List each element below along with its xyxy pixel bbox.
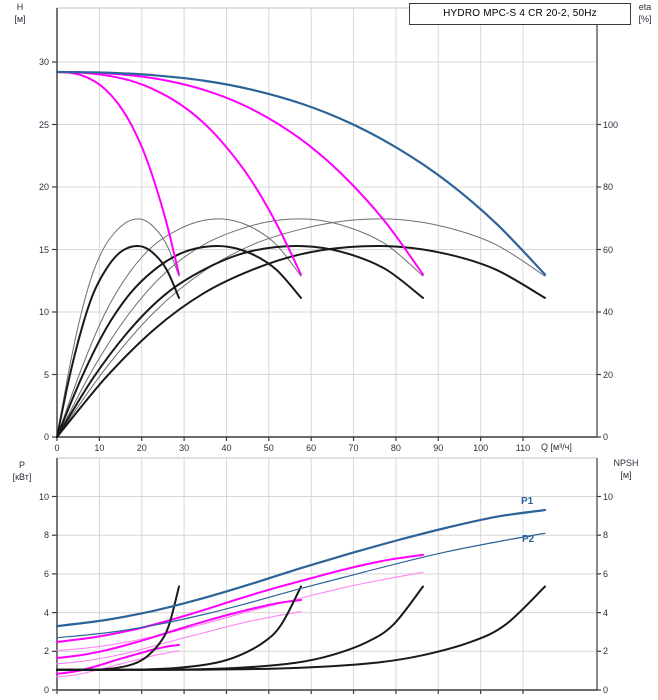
p1-4pumps	[55, 508, 547, 628]
eta-axis-label: eta [%]	[632, 1, 658, 25]
npsh-axis-name: NPSH	[613, 458, 639, 468]
eta-thin-2pumps	[56, 218, 302, 438]
p-axis-unit: [кВт]	[12, 472, 32, 482]
h-curve-4pumps	[55, 70, 547, 276]
eta-thick-2pumps	[56, 244, 302, 438]
chart-title: HYDRO MPC-S 4 CR 20-2, 50Hz	[409, 3, 631, 25]
p-axis-label: P [кВт]	[4, 459, 40, 483]
eta-thin-3pumps	[56, 218, 424, 438]
p2-2pumps	[56, 611, 302, 665]
eta-axis-unit: [%]	[638, 14, 652, 24]
p1-2pumps	[56, 599, 302, 660]
h-cutoff-1pump	[56, 71, 180, 276]
q-axis-label: Q [м³/ч]	[541, 442, 572, 452]
npsh-4pumps	[56, 585, 546, 671]
h-cutoff-3pumps	[56, 71, 424, 276]
p-axis-name: P	[18, 460, 25, 470]
p2-3pumps	[56, 571, 424, 652]
p2-curve-label: P2	[522, 534, 535, 545]
eta-thin-1pump	[56, 218, 180, 438]
p1-curve-label: P1	[521, 496, 534, 507]
npsh-1pump	[56, 585, 180, 671]
h-axis-unit: [м]	[14, 14, 26, 24]
p1-3pumps	[56, 553, 424, 643]
h-axis-name: H	[16, 2, 24, 12]
eta-thick-4pumps	[56, 244, 546, 438]
h-cutoff-2pumps	[56, 71, 302, 276]
eta-thick-3pumps	[56, 244, 424, 438]
h-axis-label: H [м]	[6, 1, 34, 25]
npsh-axis-label: NPSH [м]	[600, 457, 652, 481]
eta-thick-1pump	[56, 244, 180, 438]
p1-1pump	[56, 643, 180, 675]
p2-4pumps	[56, 532, 546, 639]
npsh-axis-unit: [м]	[620, 470, 632, 480]
eta-axis-name: eta	[638, 2, 652, 12]
eta-thin-4pumps	[56, 218, 546, 438]
p2-1pump	[56, 650, 180, 678]
